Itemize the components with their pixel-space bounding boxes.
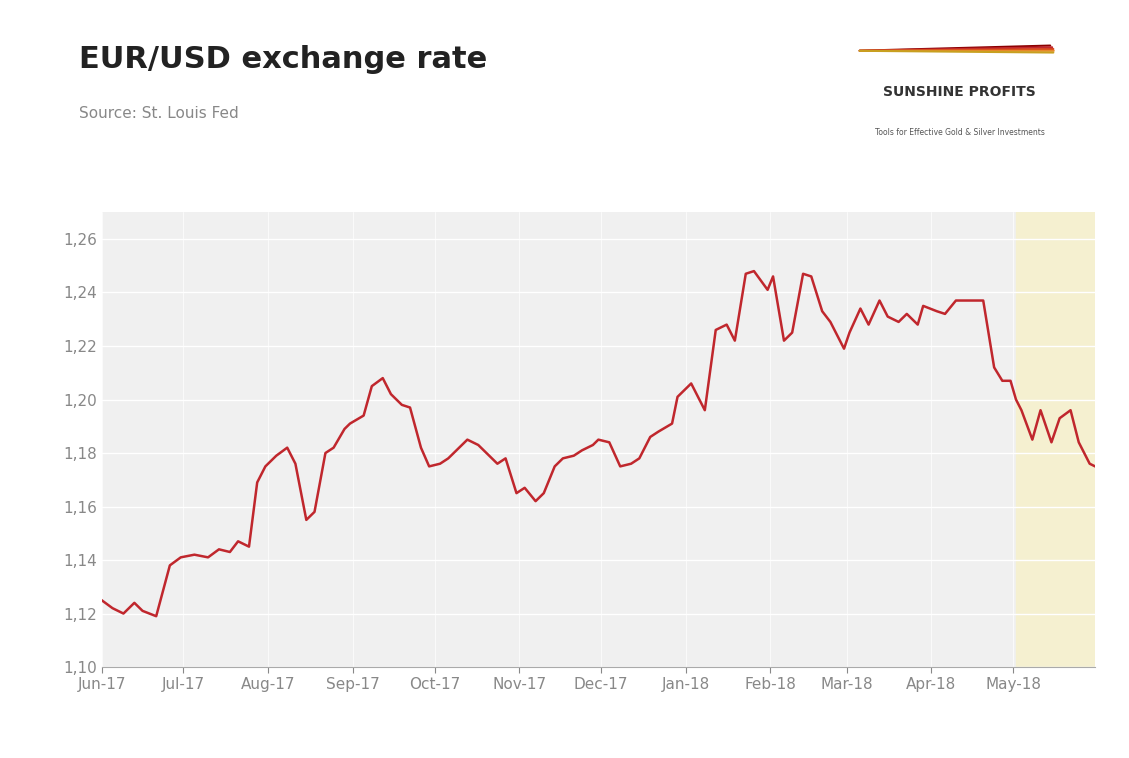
Bar [1016, 212, 1095, 667]
Text: Tools for Effective Gold & Silver Investments: Tools for Effective Gold & Silver Invest… [875, 128, 1044, 137]
Text: SUNSHINE PROFITS: SUNSHINE PROFITS [883, 85, 1036, 99]
Text: EUR/USD exchange rate: EUR/USD exchange rate [79, 45, 488, 74]
Text: Source: St. Louis Fed: Source: St. Louis Fed [79, 106, 238, 121]
